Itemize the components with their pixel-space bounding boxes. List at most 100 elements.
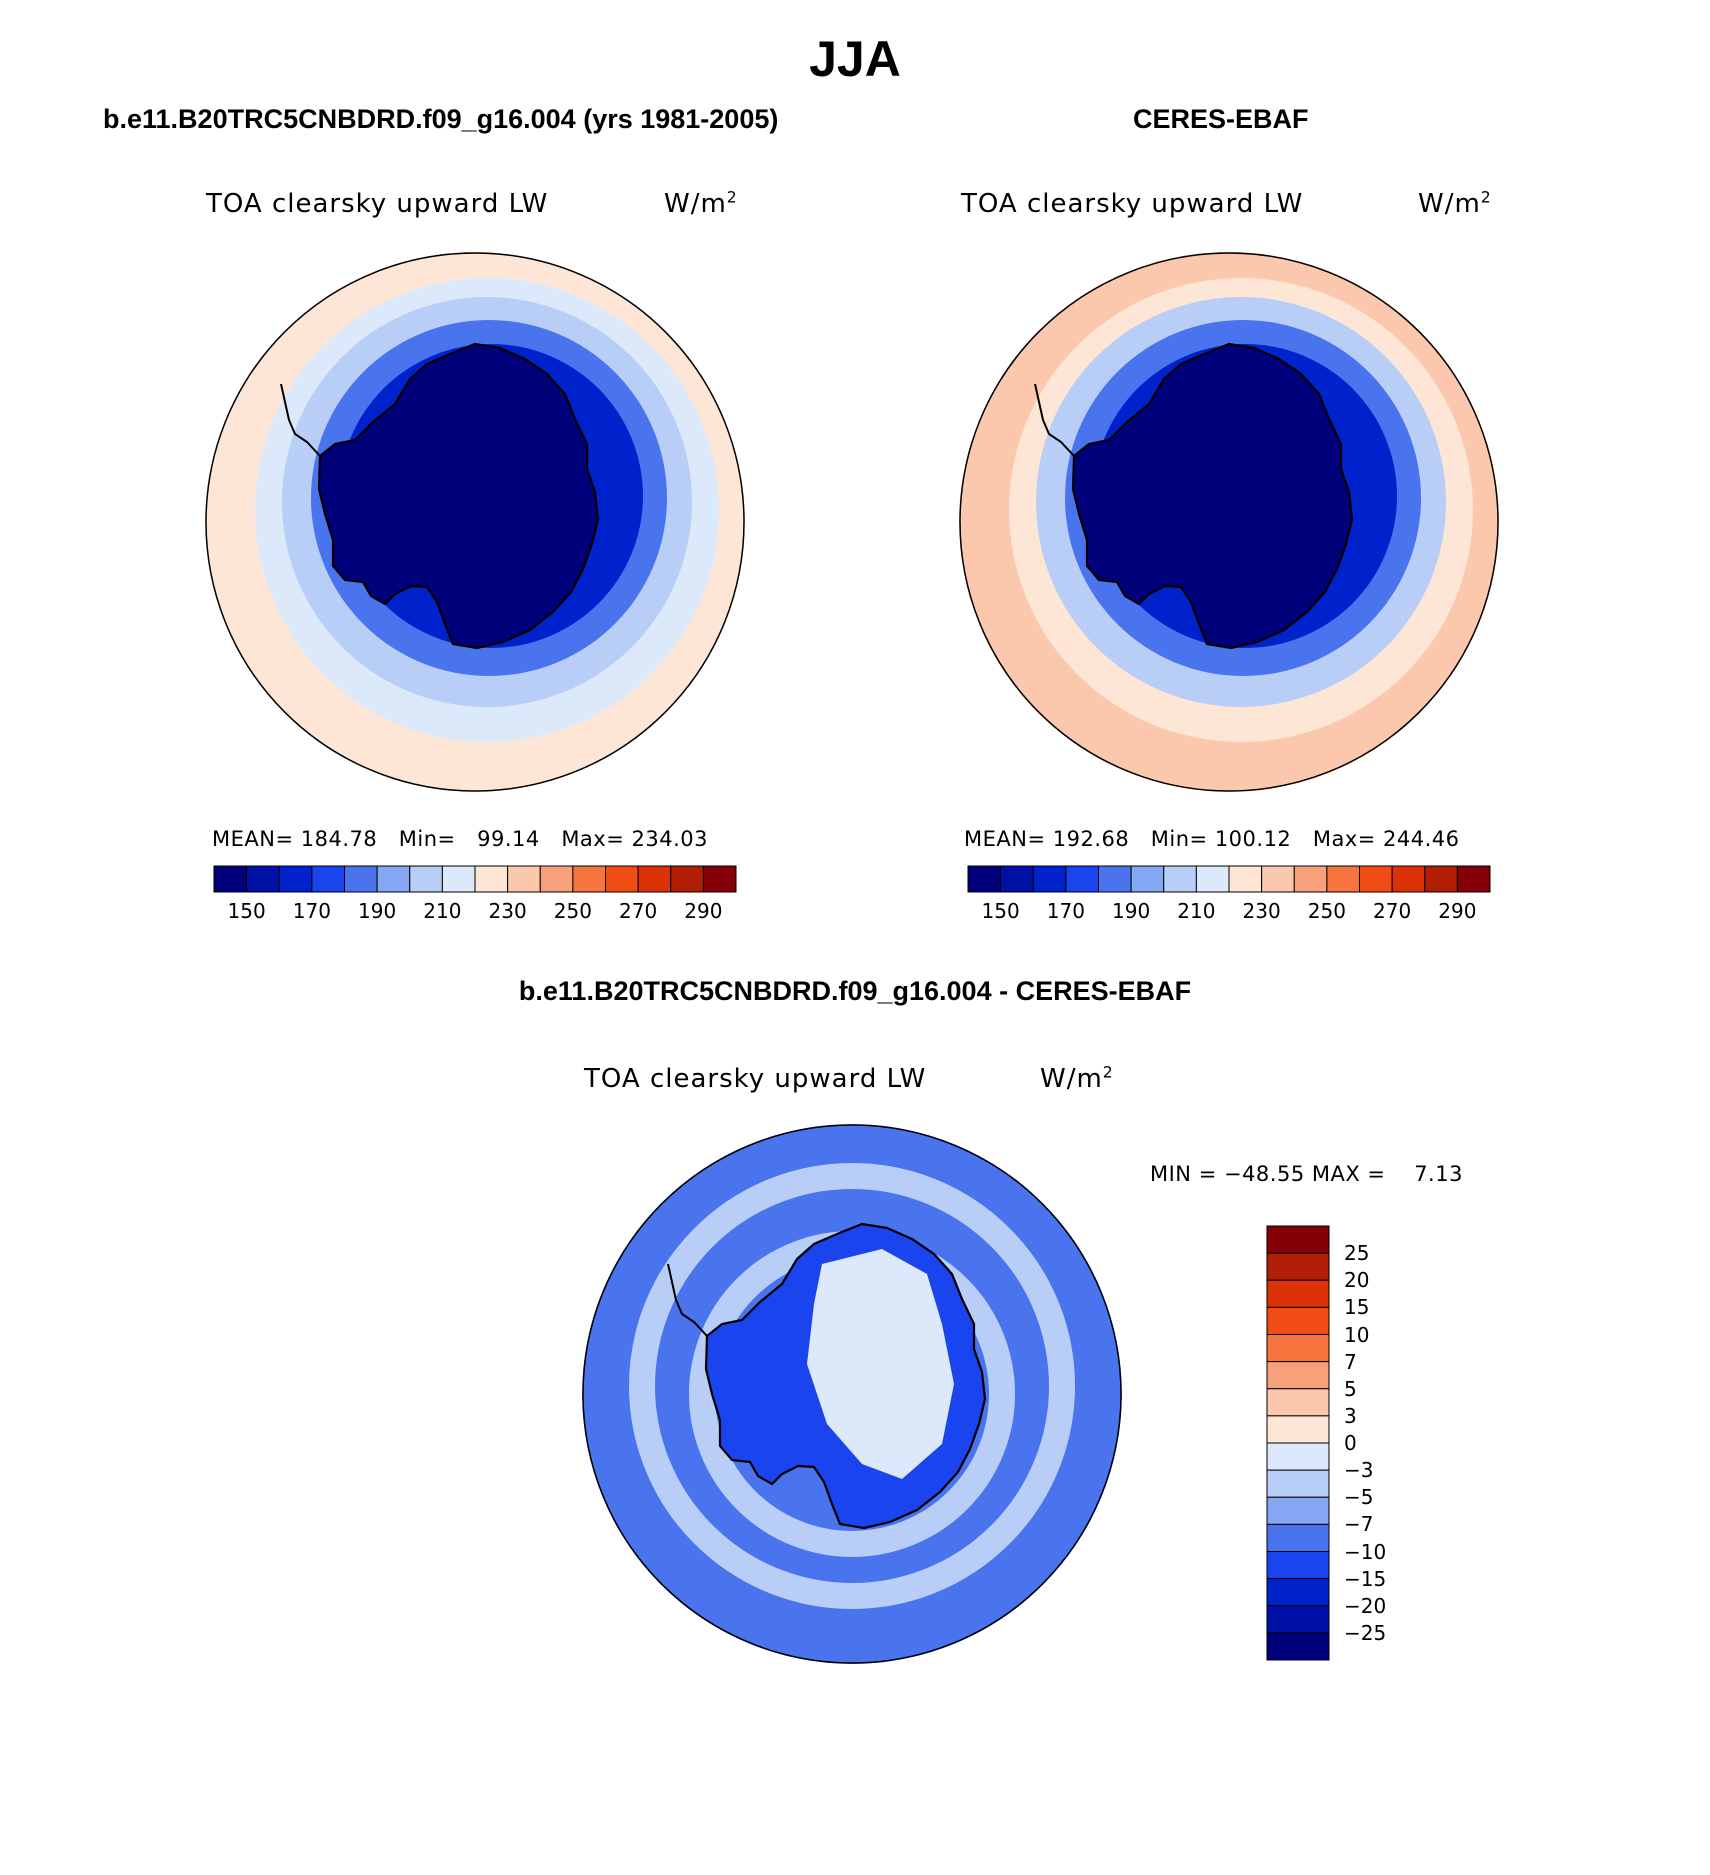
panel1-units-label: W/m2 xyxy=(664,188,738,219)
colorbar-cell xyxy=(213,865,248,893)
colorbar-cell xyxy=(1266,1225,1330,1254)
panel2-variable-label: TOA clearsky upward LW xyxy=(961,189,1304,219)
map-frame xyxy=(205,252,745,792)
panel2-heading: CERES-EBAF xyxy=(1133,104,1309,134)
colorbar-cell xyxy=(1391,865,1426,893)
colorbar-tick-label: 150 xyxy=(982,899,1020,923)
colorbar-tick-label: 290 xyxy=(684,899,722,923)
colorbar-cell xyxy=(539,865,574,893)
colorbar-cell xyxy=(1266,1306,1330,1335)
coastline xyxy=(704,1222,987,1530)
zone-interior-plateau xyxy=(807,1249,954,1479)
colorbar-cell xyxy=(1266,1252,1330,1281)
colorbar-tick-label: 250 xyxy=(554,899,592,923)
zone-open-ocean-band xyxy=(629,1163,1075,1609)
colorbar-cell xyxy=(1098,865,1132,893)
colorbar-cell xyxy=(1266,1523,1330,1552)
colorbar-cell xyxy=(605,865,639,893)
colorbar-tick-label: 170 xyxy=(293,899,331,923)
peninsula-coastline xyxy=(1034,383,1075,457)
colorbar-tick-label: −25 xyxy=(1344,1620,1387,1645)
panel3-minmax: MIN = −48.55 MAX = 7.13 xyxy=(1150,1162,1463,1186)
colorbar-tick-label: 20 xyxy=(1344,1268,1370,1293)
panel2-map xyxy=(959,252,1499,792)
colorbar-tick-label: 170 xyxy=(1047,899,1085,923)
colorbar-tick-label: −5 xyxy=(1344,1485,1374,1510)
colorbar-cell xyxy=(967,865,1002,893)
colorbar-cell xyxy=(1424,865,1458,893)
colorbar-tick-label: 270 xyxy=(619,899,657,923)
peninsula-coastline xyxy=(667,1263,708,1337)
colorbar-tick-label: 230 xyxy=(1243,899,1281,923)
panel2-units-label: W/m2 xyxy=(1418,188,1492,219)
colorbar-cell xyxy=(670,865,704,893)
colorbar-cell xyxy=(441,865,476,893)
panel3-diff-map xyxy=(582,1124,1122,1664)
colorbar-cell xyxy=(246,865,280,893)
colorbar-tick-label: 3 xyxy=(1344,1403,1357,1428)
colorbar-tick-label: −20 xyxy=(1344,1593,1387,1618)
colorbar-cell xyxy=(1261,865,1295,893)
colorbar-tick-label: 25 xyxy=(1344,1241,1370,1266)
colorbar-tick-label: −7 xyxy=(1344,1512,1374,1537)
panel2-stats: MEAN= 192.68 Min= 100.12 Max= 244.46 xyxy=(964,827,1460,851)
map-frame xyxy=(959,252,1499,792)
colorbar-tick-label: 190 xyxy=(1112,899,1150,923)
colorbar-cell xyxy=(1266,1388,1330,1417)
panel1-stats: MEAN= 184.78 Min= 99.14 Max= 234.03 xyxy=(212,827,708,851)
figure-title: JJA xyxy=(809,31,901,87)
colorbar-tick-label: 290 xyxy=(1438,899,1476,923)
peninsula-coastline xyxy=(280,383,321,457)
colorbar-cell xyxy=(1266,1361,1330,1390)
colorbar-cell xyxy=(1266,1279,1330,1308)
colorbar-cell xyxy=(1456,865,1491,893)
colorbar-cell xyxy=(1266,1469,1330,1498)
colorbar-cell xyxy=(637,865,672,893)
coastline xyxy=(1071,342,1354,650)
zone-antarctic-plateau xyxy=(319,344,598,648)
panel1-map xyxy=(205,252,745,792)
colorbar-tick-label: 10 xyxy=(1344,1322,1370,1347)
panel3-heading: b.e11.B20TRC5CNBDRD.f09_g16.004 - CERES-… xyxy=(518,976,1192,1006)
colorbar-tick-label: 250 xyxy=(1308,899,1346,923)
colorbar-cell xyxy=(1266,1551,1330,1580)
colorbar-tick-label: 5 xyxy=(1344,1376,1357,1401)
coastline xyxy=(317,342,600,650)
colorbar-cell xyxy=(474,865,509,893)
colorbar-tick-label: 210 xyxy=(1177,899,1215,923)
colorbar-cell xyxy=(702,865,737,893)
map-frame xyxy=(582,1124,1122,1664)
colorbar-tick-label: 0 xyxy=(1344,1431,1357,1455)
colorbar-cell xyxy=(409,865,443,893)
colorbar-tick-label: −10 xyxy=(1344,1539,1387,1564)
panel3-colorbar-labels: 25 20 15 10 7 5 3 0 −3 −5 −7 −10 −15 −20 −25 xyxy=(1344,1226,1424,1660)
panel3-variable-label: TOA clearsky upward LW xyxy=(584,1064,927,1094)
colorbar-cell xyxy=(1163,865,1197,893)
colorbar-cell xyxy=(572,865,606,893)
panel1-heading: b.e11.B20TRC5CNBDRD.f09_g16.004 (yrs 198… xyxy=(103,104,779,134)
colorbar-tick-label: −15 xyxy=(1344,1566,1387,1591)
colorbar-cell xyxy=(1228,865,1263,893)
colorbar-cell xyxy=(311,865,345,893)
colorbar-cell xyxy=(1266,1334,1330,1363)
colorbar-cell xyxy=(1065,865,1099,893)
colorbar-cell xyxy=(1266,1496,1330,1525)
colorbar-cell xyxy=(1000,865,1034,893)
colorbar-cell xyxy=(278,865,313,893)
colorbar-tick-label: 15 xyxy=(1344,1295,1370,1320)
panel3-colorbar xyxy=(1266,1225,1330,1661)
colorbar-cell xyxy=(376,865,411,893)
colorbar-cell xyxy=(1032,865,1067,893)
zone-antarctic-plateau xyxy=(1073,344,1352,648)
colorbar-cell xyxy=(1266,1442,1330,1471)
colorbar-tick-label: 230 xyxy=(489,899,527,923)
colorbar-cell xyxy=(1195,865,1230,893)
colorbar-cell xyxy=(1266,1632,1330,1661)
colorbar-cell xyxy=(344,865,378,893)
panel1-variable-label: TOA clearsky upward LW xyxy=(206,189,549,219)
colorbar-tick-label: 190 xyxy=(358,899,396,923)
colorbar-tick-label: 150 xyxy=(228,899,266,923)
colorbar-cell xyxy=(1266,1605,1330,1634)
colorbar-cell xyxy=(1130,865,1165,893)
panel3-units-label: W/m2 xyxy=(1040,1063,1114,1094)
